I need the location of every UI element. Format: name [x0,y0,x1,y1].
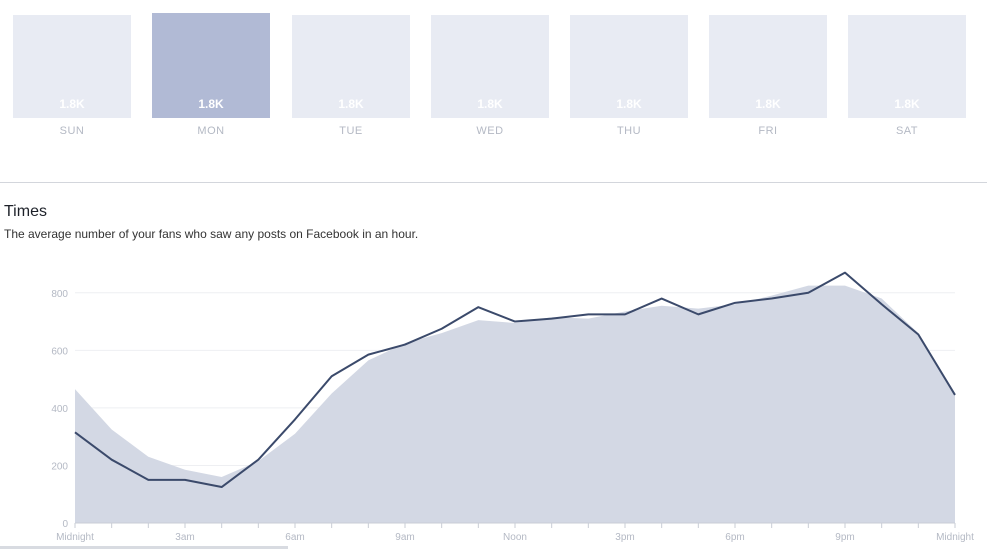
day-bar-value: 1.8K [477,97,503,111]
day-bar-value: 1.8K [338,97,364,111]
day-bar-value: 1.8K [198,97,224,111]
x-tick-label: 3pm [615,532,634,543]
y-tick-label: 800 [51,289,68,300]
x-tick-label: Noon [503,532,527,543]
day-bar[interactable] [13,15,131,118]
day-label: TUE [339,125,363,137]
day-bar[interactable] [709,15,827,118]
day-bar[interactable] [570,15,688,118]
day-bar[interactable] [292,15,410,118]
day-bar[interactable] [152,13,270,118]
day-label: THU [616,125,642,137]
times-area-chart: 0 200 400 600 800 Midnight 3am 6am 9am Noon 3pm 6pm… [51,271,974,543]
day-bar-value: 1.8K [59,97,85,111]
day-label: SUN [59,125,85,137]
section-divider [0,182,987,183]
x-tick-label: 6am [285,532,304,543]
y-tick-label: 200 [51,461,68,472]
day-label: FRI [758,125,778,137]
x-tick-label: Midnight [936,532,974,543]
day-label: MON [197,125,225,137]
y-tick-label: 400 [51,404,68,415]
day-bar[interactable] [848,15,966,118]
x-tick-label: 6pm [725,532,744,543]
day-label: SAT [895,125,919,137]
area-series [75,285,955,523]
x-tick-label: Midnight [56,532,94,543]
day-bar-value: 1.8K [894,97,920,111]
x-tick-label: 9pm [835,532,854,543]
day-bar-value: 1.8K [616,97,642,111]
x-tick-label: 9am [395,532,414,543]
day-label: WED [476,125,504,137]
x-tick-label: 3am [175,532,194,543]
horizontal-scrollbar[interactable] [0,546,288,549]
times-subtitle: The average number of your fans who saw … [4,227,419,241]
day-bar-value: 1.8K [755,97,781,111]
day-of-week-chart: 1.8K SUN 1.8K MON 1.8K TUE 1.8K WED 1.8K… [0,0,987,150]
times-title: Times [4,203,47,220]
day-bar[interactable] [431,15,549,118]
line-series [74,271,956,489]
y-tick-label: 600 [51,346,68,357]
y-tick-label: 0 [62,519,68,530]
